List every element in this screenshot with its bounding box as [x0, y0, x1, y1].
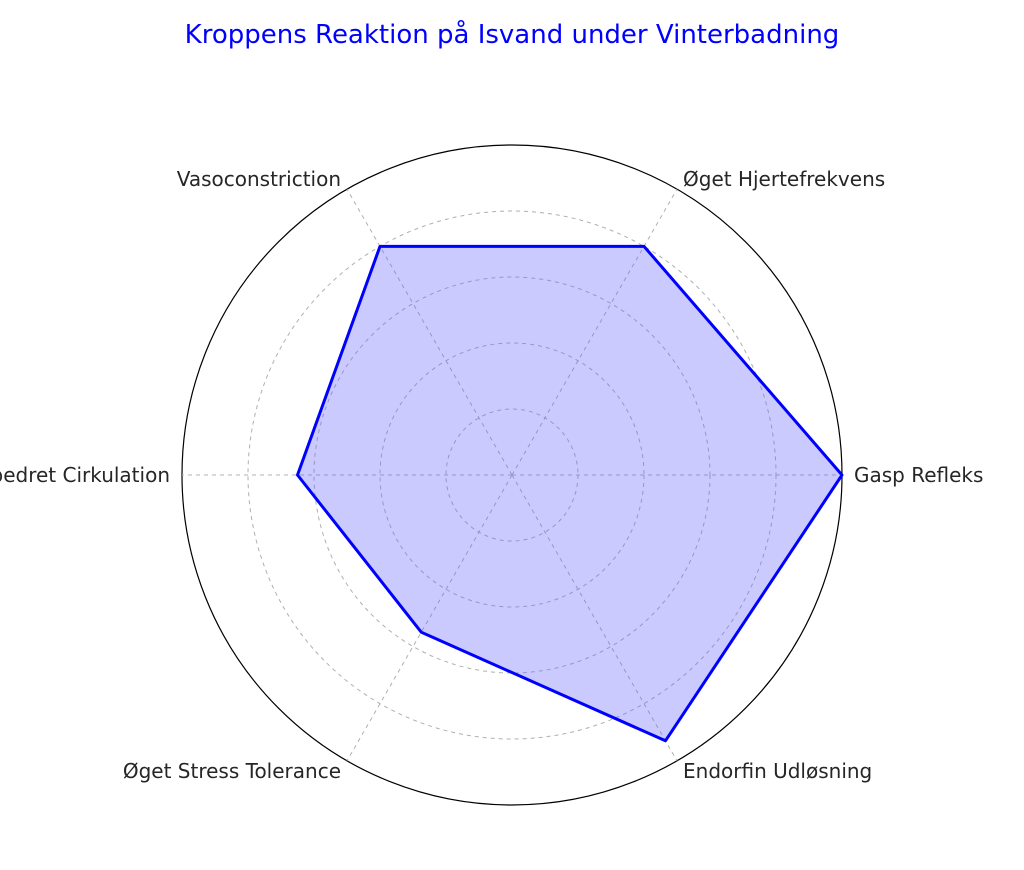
axis-label: Endorfin Udløsning	[683, 759, 872, 783]
axis-label: Øget Hjertefrekvens	[683, 167, 885, 191]
radar-chart	[0, 0, 1024, 870]
axis-label: Forbedret Cirkulation	[0, 463, 170, 487]
axis-label: Øget Stress Tolerance	[123, 759, 341, 783]
axis-label: Gasp Refleks	[854, 463, 983, 487]
axis-label: Vasoconstriction	[177, 167, 341, 191]
